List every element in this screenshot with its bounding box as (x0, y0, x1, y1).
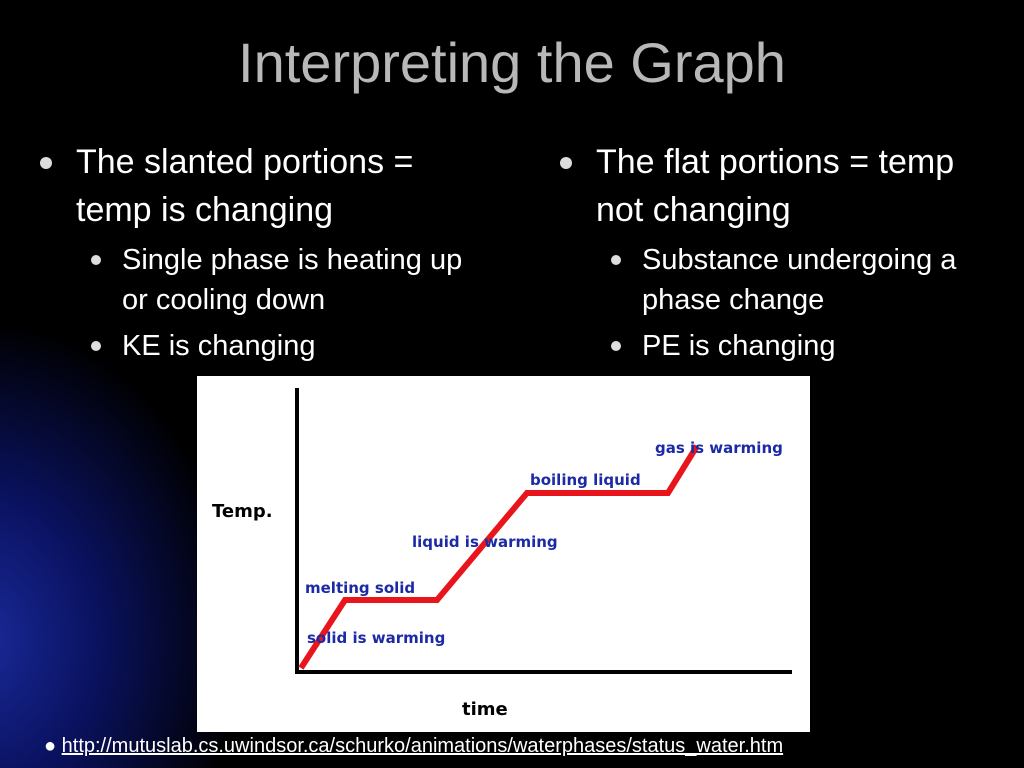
bullet: The slanted portions = temp is changing (38, 138, 486, 234)
sub-bullet: Single phase is heating up or cooling do… (38, 240, 487, 320)
slide-title: Interpreting the Graph (238, 31, 786, 94)
sub-bullet: Substance undergoing a phase change (558, 240, 1007, 320)
column: The slanted portions = temp is changing … (38, 138, 488, 366)
source-link[interactable]: http://mutuslab.cs.uwindsor.ca/schurko/a… (61, 735, 784, 757)
curve-label: solid is warming (307, 629, 445, 647)
bullet: The flat portions = temp not changing (558, 138, 976, 234)
curve-label: melting solid (305, 579, 415, 597)
heating-curve: Temp. time solid is warming melting soli… (197, 376, 810, 732)
sub-bullet: PE is changing (558, 326, 1007, 366)
curve (298, 444, 700, 670)
curve-label: gas is warming (655, 439, 783, 457)
sub-bullet: KE is changing (38, 326, 487, 366)
column: The flat portions = temp not changing Su… (558, 138, 1008, 366)
curve-label: boiling liquid (530, 471, 641, 489)
y-label: Temp. (212, 501, 273, 522)
x-label: time (462, 699, 508, 720)
source: ● http://mutuslab.cs.uwindsor.ca/schurko… (44, 735, 784, 757)
curve-label: liquid is warming (412, 533, 558, 551)
